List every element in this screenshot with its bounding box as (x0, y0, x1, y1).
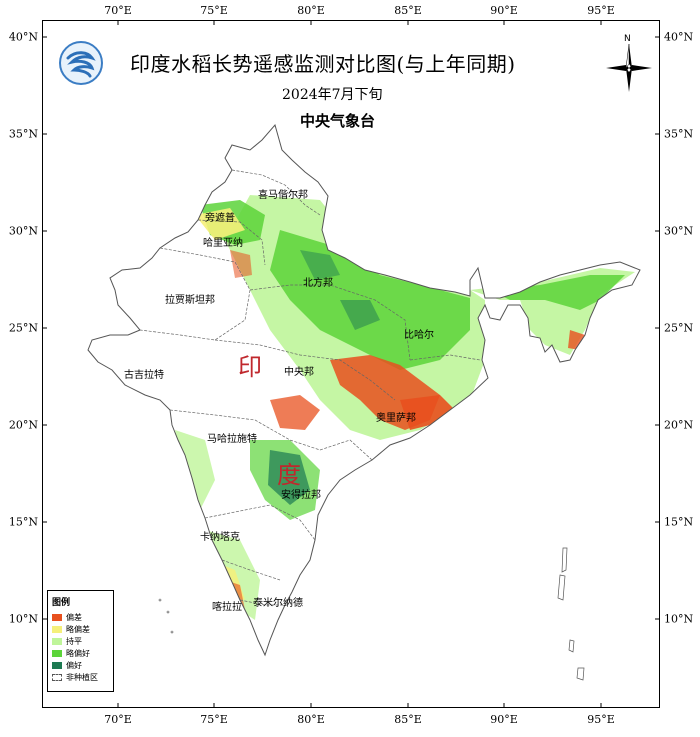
legend-swatch (52, 613, 62, 621)
legend-label: 偏差 (66, 612, 82, 622)
state-label: 哈里亚纳 (203, 238, 243, 249)
state-label: 安得拉邦 (281, 490, 321, 501)
lon-tick-label-bottom: 85°E (394, 713, 422, 726)
map-title: 印度水稻长势遥感监测对比图(与上年同期) (130, 52, 516, 76)
state-label: 中央邦 (284, 367, 314, 378)
state-label: 泰米尔纳德 (253, 598, 303, 609)
lakshadweep-islands (158, 598, 174, 634)
lat-tick-label-left: 35°N (8, 127, 38, 141)
state-label: 旁遮普 (205, 213, 235, 224)
lat-tick-label-right: 30°N (664, 224, 694, 238)
state-label: 拉贾斯坦邦 (165, 295, 215, 306)
lat-tick-label-right: 25°N (664, 321, 694, 335)
legend-label: 略偏差 (66, 624, 90, 634)
lat-tick-label-left: 25°N (8, 321, 38, 335)
state-label: 北方邦 (303, 278, 333, 289)
legend-item: 偏好 (52, 659, 113, 671)
lon-tick-label-bottom: 70°E (104, 713, 132, 726)
lon-tick-label-bottom: 95°E (587, 713, 615, 726)
state-label: 古吉拉特 (124, 370, 164, 381)
lat-tick-label-right: 35°N (664, 127, 694, 141)
legend-item: 非种植区 (52, 671, 113, 683)
state-label: 喜马偕尔邦 (258, 190, 308, 201)
lon-tick-label-bottom: 90°E (490, 713, 518, 726)
lat-tick-label-right: 40°N (664, 30, 694, 44)
lat-tick-label-right: 15°N (664, 515, 694, 529)
agency-name: 中央气象台 (300, 112, 376, 130)
legend-swatch (52, 637, 62, 645)
legend-label: 非种植区 (66, 672, 98, 682)
legend-item: 偏差 (52, 611, 113, 623)
legend-swatch (52, 673, 62, 681)
state-label: 卡纳塔克 (200, 532, 240, 543)
lon-tick-label-bottom: 80°E (297, 713, 325, 726)
lon-tick-label-top: 75°E (200, 4, 228, 17)
lon-tick-label-bottom: 75°E (200, 713, 228, 726)
state-label: 奥里萨邦 (376, 413, 416, 424)
legend-label: 偏好 (66, 660, 82, 670)
lon-tick-label-top: 85°E (394, 4, 422, 17)
legend-item: 持平 (52, 635, 113, 647)
andaman-islands (557, 547, 585, 681)
legend-label: 持平 (66, 636, 82, 646)
legend-title: 图例 (52, 598, 71, 608)
lat-tick-label-left: 40°N (8, 30, 38, 44)
legend: 图例 偏差 略偏差 持平 略偏好 偏好 非种植区 (47, 590, 114, 692)
north-label: N (624, 34, 631, 44)
legend-label: 略偏好 (66, 648, 90, 658)
state-label: 比哈尔 (404, 330, 434, 341)
legend-swatch (52, 649, 62, 657)
legend-item: 略偏好 (52, 647, 113, 659)
lat-tick-label-right: 20°N (664, 418, 694, 432)
north-arrow-icon (606, 43, 652, 92)
state-boundaries (139, 169, 481, 606)
lat-tick-label-left: 10°N (8, 612, 38, 626)
crop-condition-layer (175, 195, 635, 620)
lat-tick-label-left: 20°N (8, 418, 38, 432)
map-subtitle: 2024年7月下旬 (282, 87, 383, 103)
lat-tick-label-left: 30°N (8, 224, 38, 238)
lon-tick-label-top: 70°E (104, 4, 132, 17)
lat-tick-label-left: 15°N (8, 515, 38, 529)
country-label-char: 印 (238, 353, 262, 381)
cma-logo-icon (59, 41, 103, 85)
legend-swatch (52, 661, 62, 669)
legend-item: 略偏差 (52, 623, 113, 635)
state-label: 马哈拉施特 (207, 434, 257, 445)
lat-tick-label-right: 10°N (664, 612, 694, 626)
legend-swatch (52, 625, 62, 633)
lon-tick-label-top: 95°E (587, 4, 615, 17)
state-label: 喀拉拉 (212, 602, 242, 613)
country-label-char: 度 (277, 461, 301, 489)
lon-tick-label-top: 80°E (297, 4, 325, 17)
lon-tick-label-top: 90°E (490, 4, 518, 17)
